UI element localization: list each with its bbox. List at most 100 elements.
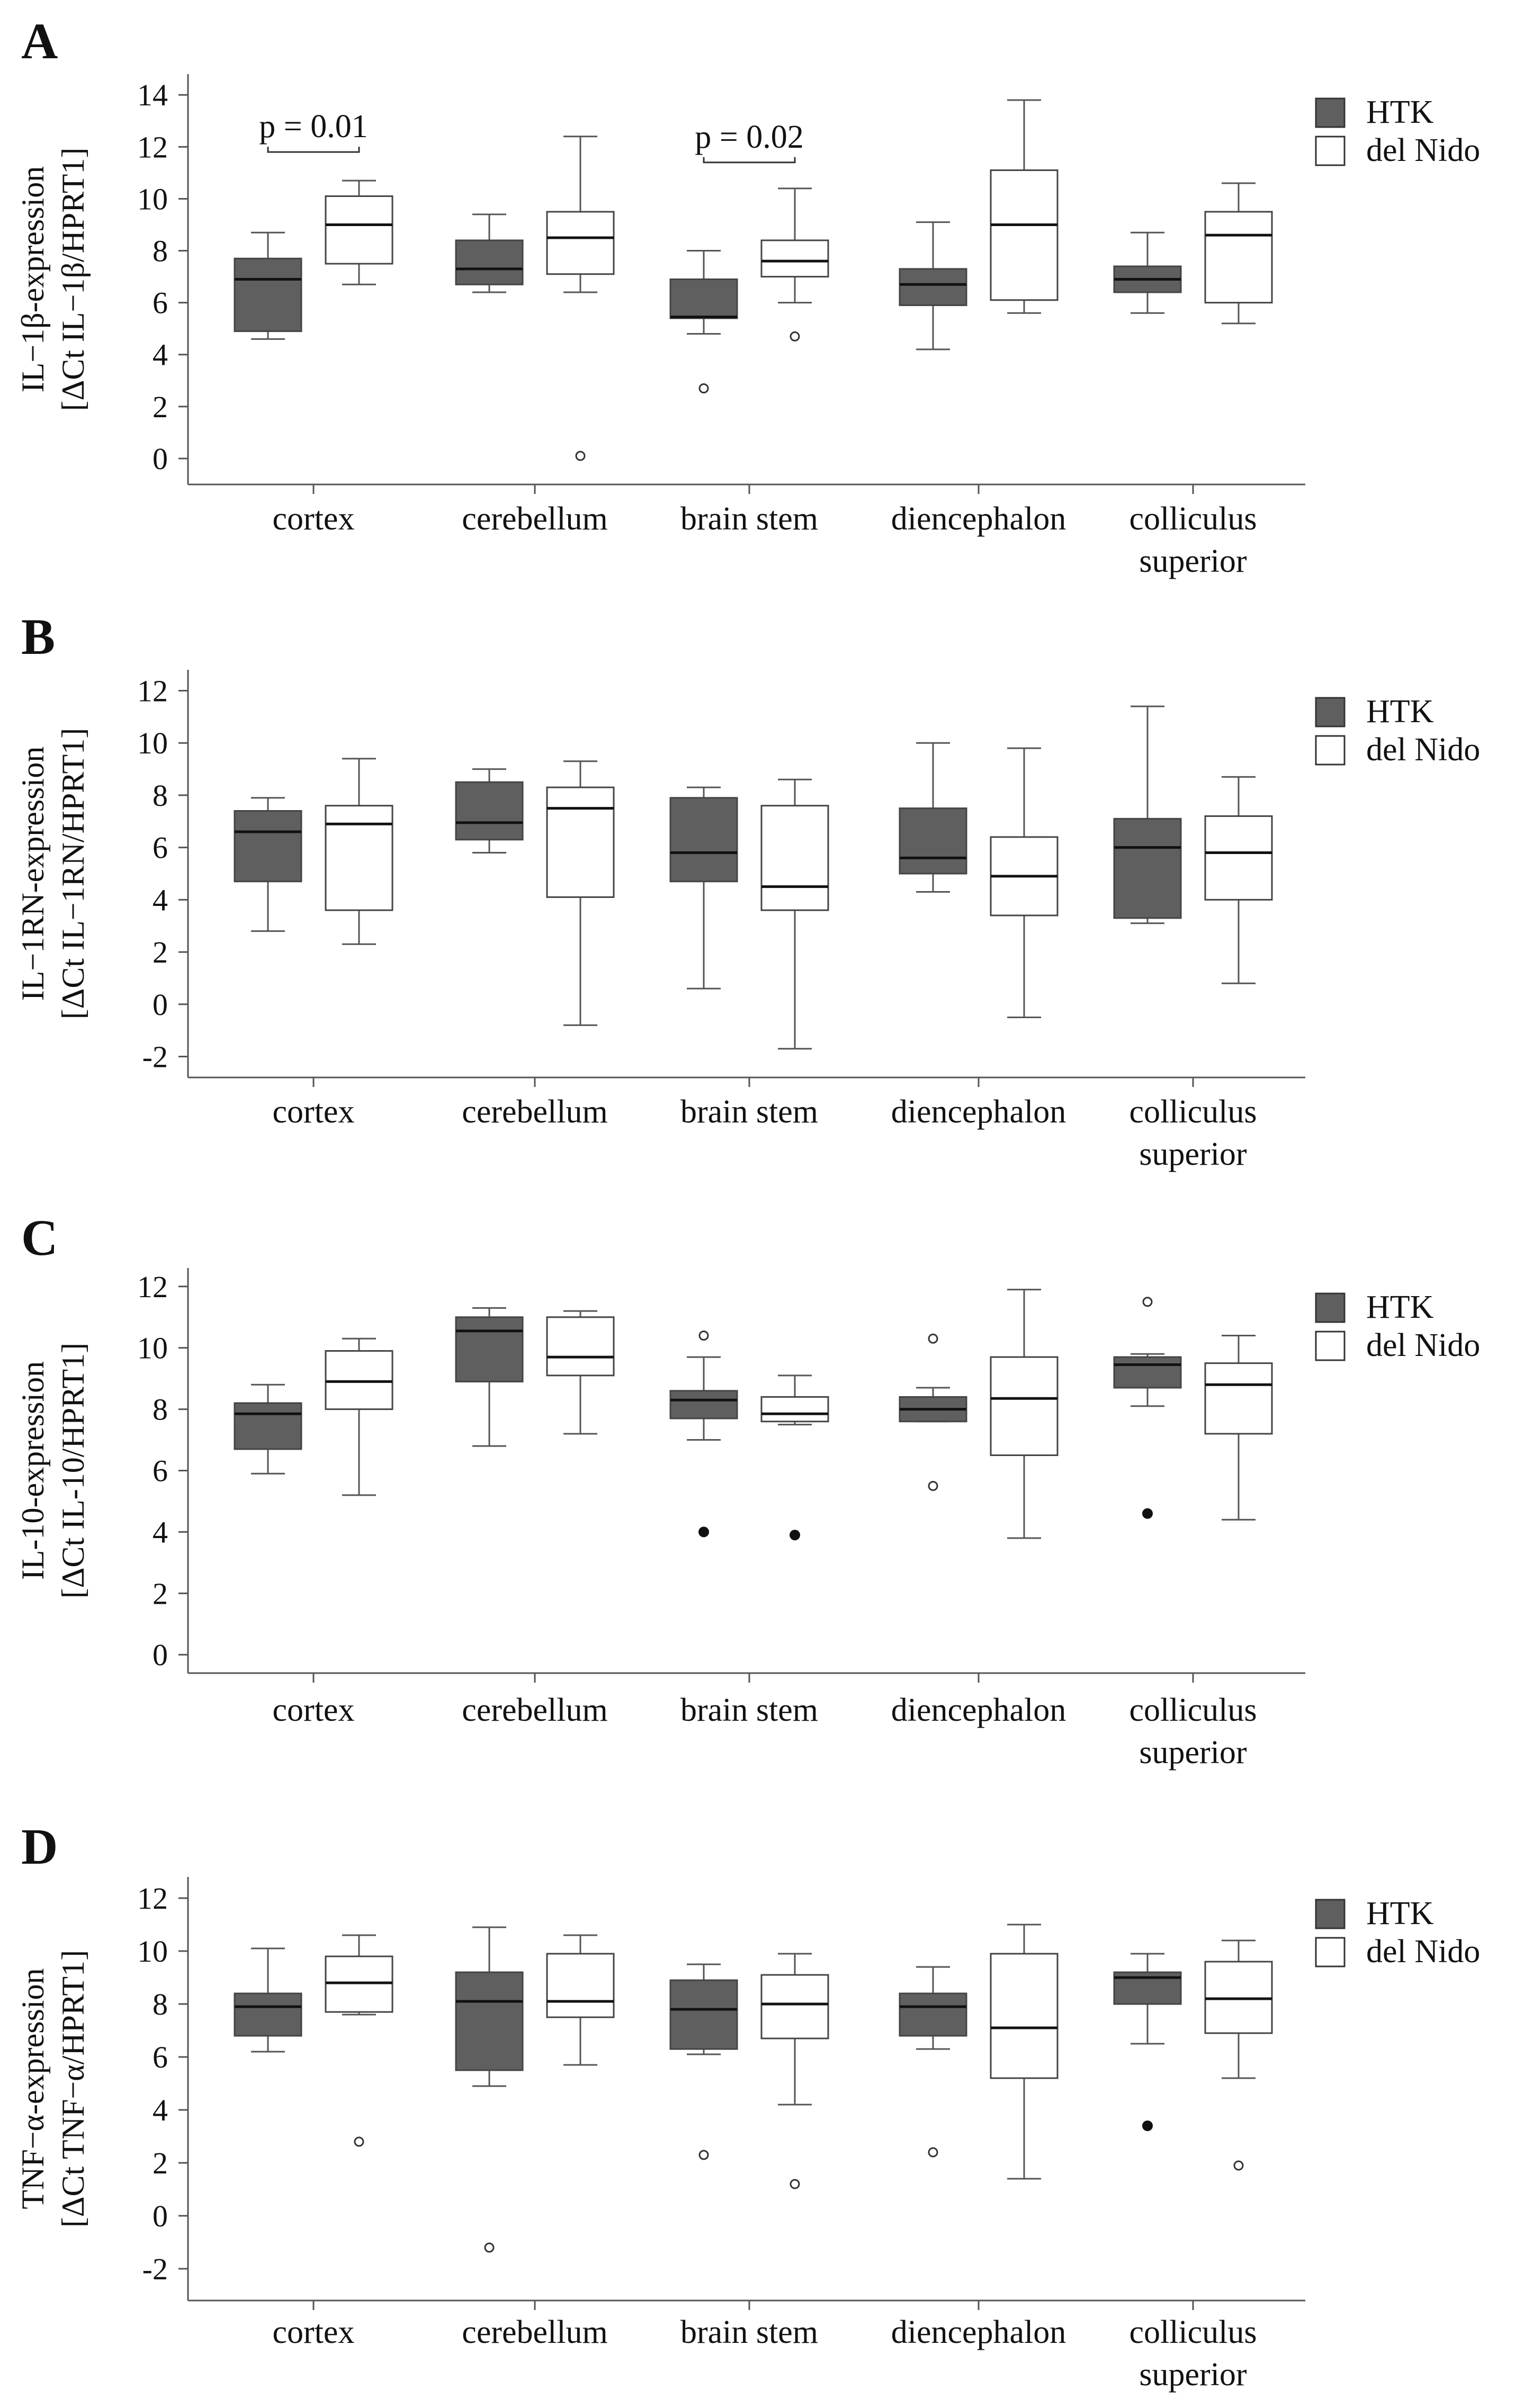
boxplot-delnido bbox=[990, 1289, 1059, 1539]
box-iqr bbox=[1204, 211, 1273, 304]
boxplot-delnido bbox=[325, 758, 393, 945]
extreme-point bbox=[1142, 2121, 1153, 2131]
y-tick-label: -2 bbox=[142, 1040, 168, 1074]
box-iqr bbox=[455, 781, 524, 841]
legend-swatch-htk bbox=[1315, 1899, 1346, 1929]
box-iqr bbox=[325, 1350, 393, 1410]
legend-swatch-delnido bbox=[1315, 1331, 1346, 1361]
box-iqr bbox=[1204, 815, 1273, 901]
y-tick-label: 8 bbox=[153, 778, 168, 813]
boxplot-htk bbox=[455, 1926, 524, 2253]
outlier-point bbox=[484, 2242, 495, 2253]
x-category-label: diencephalon bbox=[891, 2314, 1066, 2350]
boxplot-delnido bbox=[760, 1374, 829, 1541]
box-iqr bbox=[325, 195, 393, 265]
box-iqr bbox=[669, 278, 738, 319]
boxplot-delnido bbox=[1204, 1939, 1273, 2171]
boxplot-htk bbox=[669, 1963, 738, 2160]
boxplot-delnido bbox=[1204, 182, 1273, 325]
panel-d: D -2 0 2 4 6 8 10 12 TNF−α-expression [ΔCt TNF−α/H… bbox=[15, 1818, 1480, 2393]
box-iqr bbox=[546, 786, 615, 898]
boxplot-delnido bbox=[546, 136, 615, 461]
legend-label-htk: HTK bbox=[1366, 694, 1434, 730]
significance-bracket bbox=[703, 157, 796, 164]
y-tick-label: 6 bbox=[153, 1454, 168, 1488]
legend-label-delnido: del Nido bbox=[1366, 732, 1480, 768]
boxplot-htk bbox=[899, 1966, 967, 2158]
x-category-label: cerebellum bbox=[462, 1692, 607, 1728]
boxplot-htk bbox=[1113, 231, 1182, 314]
boxplot-delnido bbox=[325, 1934, 393, 2147]
box-iqr bbox=[899, 807, 967, 875]
box-iqr bbox=[1113, 817, 1182, 919]
panel-letter: A bbox=[21, 13, 58, 69]
x-category-label: cerebellum bbox=[462, 1094, 607, 1130]
box-iqr bbox=[669, 797, 738, 883]
boxplot-htk bbox=[234, 1383, 302, 1475]
boxplot-htk bbox=[1113, 705, 1182, 924]
box-iqr bbox=[760, 1396, 829, 1423]
outlier-point bbox=[928, 1480, 938, 1491]
x-category-label: colliculus bbox=[1129, 2314, 1257, 2350]
outlier-point bbox=[1142, 1297, 1153, 1307]
box-iqr bbox=[546, 1316, 615, 1377]
boxplot-delnido bbox=[1204, 776, 1273, 984]
box-iqr bbox=[990, 1953, 1059, 2079]
x-category-label: cortex bbox=[273, 2314, 355, 2350]
panel-letter: C bbox=[21, 1209, 58, 1266]
legend-swatch-delnido bbox=[1315, 735, 1346, 766]
y-tick-label: 4 bbox=[153, 338, 168, 372]
box-iqr bbox=[546, 1953, 615, 2018]
y-tick-label: 8 bbox=[153, 234, 168, 268]
boxplot-htk bbox=[669, 250, 738, 394]
box-iqr bbox=[990, 169, 1059, 301]
x-category-label: cerebellum bbox=[462, 501, 607, 537]
outlier-point bbox=[354, 2136, 364, 2147]
panel-letter: D bbox=[21, 1818, 58, 1875]
x-category-label: brain stem bbox=[680, 2314, 818, 2350]
legend-label-htk: HTK bbox=[1366, 1289, 1434, 1325]
outlier-point bbox=[698, 2150, 709, 2160]
y-tick-label: 14 bbox=[137, 78, 168, 112]
box-iqr bbox=[325, 805, 393, 911]
x-category-label: colliculus bbox=[1129, 1094, 1257, 1130]
y-tick-label: 2 bbox=[153, 1576, 168, 1611]
outlier-point bbox=[928, 1333, 938, 1344]
boxplot-delnido bbox=[546, 1310, 615, 1435]
panel-b: B -2 0 2 4 6 8 10 12 IL−1RN-expression [ΔCt IL−1RN… bbox=[15, 608, 1480, 1172]
boxplot-htk bbox=[234, 797, 302, 932]
box-iqr bbox=[899, 1992, 967, 2037]
y-tick-label: 2 bbox=[153, 390, 168, 424]
y-tick-label: 6 bbox=[153, 831, 168, 865]
y-tick-label: 0 bbox=[153, 987, 168, 1022]
legend-label-delnido: del Nido bbox=[1366, 1327, 1480, 1363]
y-tick-label: 10 bbox=[137, 726, 168, 760]
extreme-point bbox=[1142, 1508, 1153, 1519]
boxplot-delnido bbox=[1204, 1335, 1273, 1521]
x-category-label: diencephalon bbox=[891, 1692, 1066, 1728]
x-category-label: diencephalon bbox=[891, 1094, 1066, 1130]
x-category-label: superior bbox=[1139, 1735, 1247, 1771]
boxplot-htk bbox=[455, 213, 524, 293]
box-iqr bbox=[760, 1974, 829, 2039]
legend-label-delnido: del Nido bbox=[1366, 132, 1480, 168]
legend-swatch-htk bbox=[1315, 697, 1346, 727]
outlier-point bbox=[1233, 2160, 1244, 2171]
boxplot-delnido bbox=[760, 778, 829, 1050]
boxplot-htk bbox=[1113, 1953, 1182, 2131]
boxplot-htk bbox=[669, 786, 738, 990]
y-axis-title: IL−1β-expression bbox=[15, 166, 50, 393]
outlier-point bbox=[698, 1331, 709, 1341]
legend-label-htk: HTK bbox=[1366, 94, 1434, 130]
outlier-point bbox=[698, 383, 709, 394]
boxplot-delnido bbox=[990, 99, 1059, 314]
x-category-label: brain stem bbox=[680, 501, 818, 537]
y-tick-label: 12 bbox=[137, 673, 168, 708]
x-category-label: superior bbox=[1139, 1136, 1247, 1172]
legend-swatch-htk bbox=[1315, 97, 1346, 128]
box-iqr bbox=[234, 1402, 302, 1450]
box-iqr bbox=[669, 1979, 738, 2050]
